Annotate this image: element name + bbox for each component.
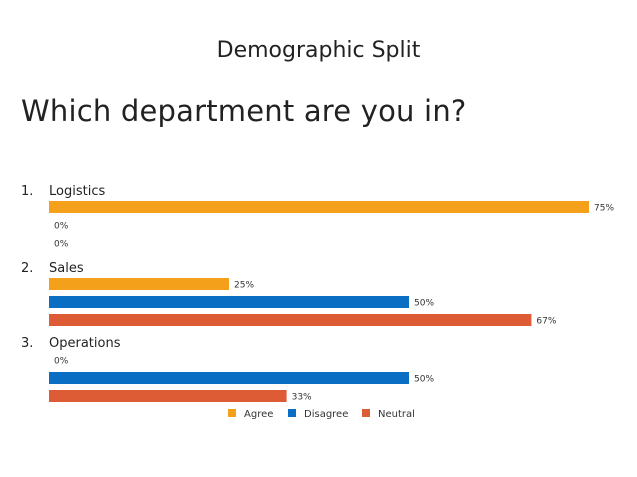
data-label: 0% [54,357,69,367]
data-label: 25% [234,281,254,291]
bar-agree [49,278,229,290]
legend-label-disagree: Disagree [304,409,348,420]
survey-question: Which department are you in? [21,94,467,128]
category-number: 2. [21,261,33,276]
data-label: 33% [292,393,312,403]
data-label: 0% [54,222,69,232]
bar-neutral [49,390,287,402]
legend-swatch-agree [228,409,236,417]
category-label: Sales [49,261,84,276]
bar-agree [49,201,589,213]
data-label: 0% [54,240,69,250]
bar-disagree [49,296,409,308]
data-label: 67% [536,317,556,327]
bar-disagree [49,372,409,384]
data-label: 50% [414,375,434,385]
data-label: 75% [594,204,614,214]
category-number: 3. [21,336,33,351]
legend-label-neutral: Neutral [378,409,415,420]
category-label: Operations [49,336,121,351]
legend-swatch-disagree [288,409,296,417]
data-label: 50% [414,299,434,309]
bar-neutral [49,314,532,326]
category-number: 1. [21,184,33,199]
slide-heading: Demographic Split [216,38,421,63]
category-label: Logistics [49,184,105,199]
legend-swatch-neutral [362,409,370,417]
legend-label-agree: Agree [244,409,273,420]
